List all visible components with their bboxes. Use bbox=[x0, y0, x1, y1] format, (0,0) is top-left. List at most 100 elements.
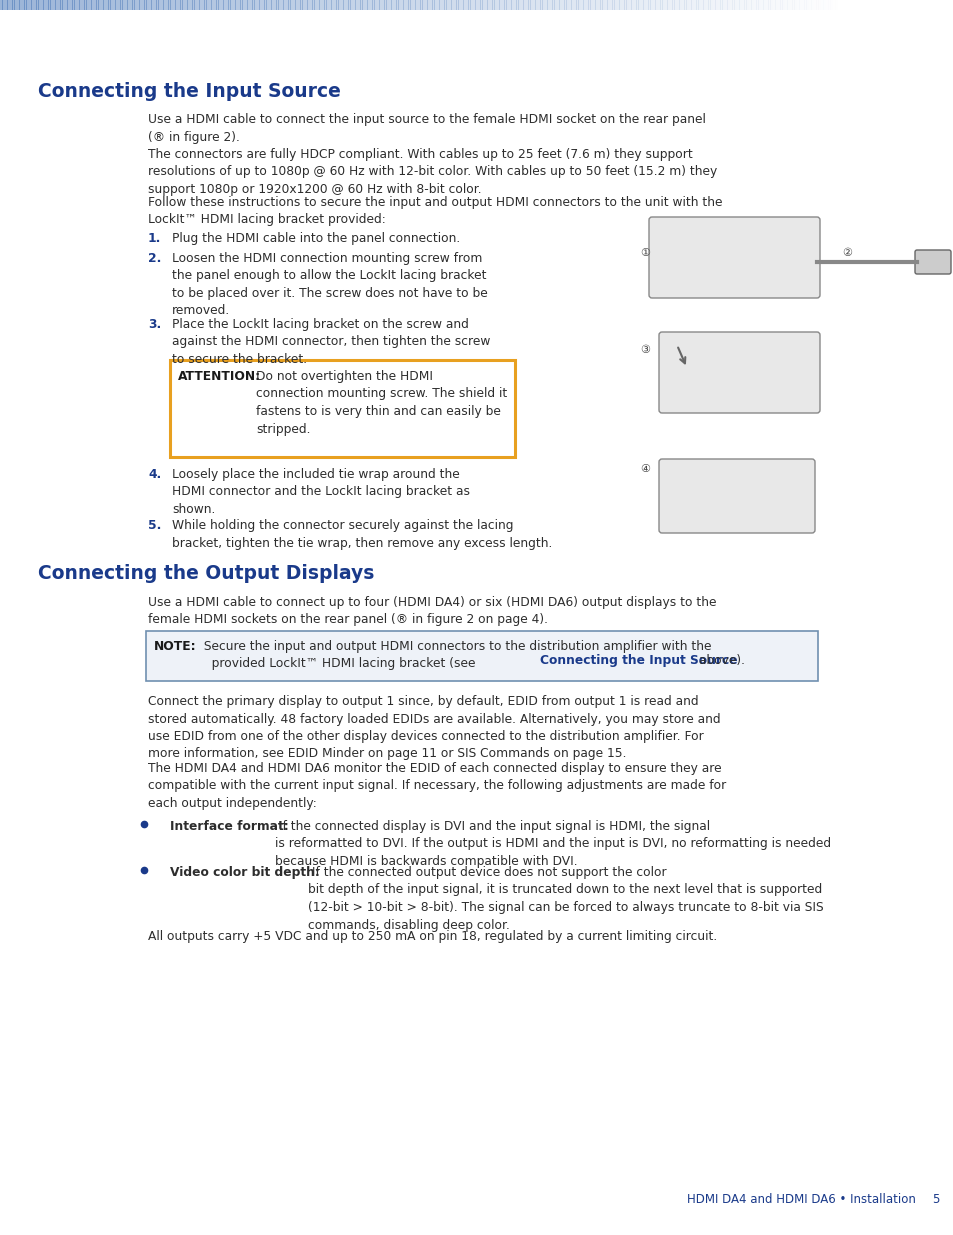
Bar bbox=[77, 0, 80, 10]
Bar bbox=[947, 0, 950, 10]
Bar bbox=[921, 0, 923, 10]
Bar bbox=[539, 0, 542, 10]
Bar bbox=[813, 0, 816, 10]
Bar bbox=[62, 0, 66, 10]
Bar bbox=[832, 0, 835, 10]
Bar bbox=[357, 0, 360, 10]
FancyBboxPatch shape bbox=[914, 249, 950, 274]
Bar bbox=[215, 0, 219, 10]
Bar bbox=[180, 0, 183, 10]
Bar bbox=[650, 0, 653, 10]
Bar bbox=[266, 0, 269, 10]
Bar bbox=[151, 0, 154, 10]
Bar bbox=[0, 0, 3, 10]
Bar bbox=[705, 0, 708, 10]
Bar bbox=[889, 0, 892, 10]
Bar bbox=[789, 0, 792, 10]
Bar bbox=[477, 0, 480, 10]
Bar bbox=[544, 0, 547, 10]
Bar bbox=[419, 0, 422, 10]
Bar bbox=[36, 0, 39, 10]
Bar bbox=[316, 0, 319, 10]
Bar bbox=[820, 0, 823, 10]
Bar bbox=[834, 0, 838, 10]
Bar bbox=[271, 0, 274, 10]
Bar bbox=[48, 0, 51, 10]
Bar bbox=[582, 0, 585, 10]
Text: The HDMI DA4 and HDMI DA6 monitor the EDID of each connected display to ensure t: The HDMI DA4 and HDMI DA6 monitor the ED… bbox=[148, 762, 725, 810]
Bar bbox=[549, 0, 552, 10]
Bar bbox=[187, 0, 190, 10]
Bar bbox=[844, 0, 847, 10]
Bar bbox=[841, 0, 844, 10]
Bar bbox=[655, 0, 658, 10]
Text: Follow these instructions to secure the input and output HDMI connectors to the : Follow these instructions to secure the … bbox=[148, 196, 721, 226]
Bar bbox=[378, 0, 382, 10]
Bar bbox=[415, 0, 417, 10]
Bar bbox=[269, 0, 272, 10]
Bar bbox=[400, 0, 403, 10]
Bar bbox=[329, 0, 332, 10]
Bar bbox=[436, 0, 439, 10]
Bar bbox=[669, 0, 672, 10]
FancyBboxPatch shape bbox=[659, 332, 820, 412]
Bar bbox=[892, 0, 895, 10]
Bar bbox=[247, 0, 250, 10]
Bar bbox=[177, 0, 180, 10]
Bar bbox=[824, 0, 828, 10]
Bar bbox=[149, 0, 152, 10]
Bar bbox=[343, 0, 346, 10]
Bar bbox=[532, 0, 536, 10]
Bar bbox=[767, 0, 770, 10]
Bar bbox=[10, 0, 12, 10]
Bar bbox=[223, 0, 226, 10]
Bar bbox=[698, 0, 700, 10]
Text: NOTE:: NOTE: bbox=[153, 640, 196, 653]
Bar bbox=[233, 0, 235, 10]
Bar bbox=[374, 0, 377, 10]
Bar bbox=[256, 0, 259, 10]
Bar bbox=[14, 0, 17, 10]
Bar bbox=[290, 0, 294, 10]
Bar bbox=[801, 0, 803, 10]
Bar bbox=[89, 0, 91, 10]
Bar bbox=[112, 0, 115, 10]
Bar bbox=[884, 0, 887, 10]
Bar bbox=[468, 0, 471, 10]
Text: Connecting the Input Source: Connecting the Input Source bbox=[38, 82, 340, 101]
Bar bbox=[372, 0, 375, 10]
Bar bbox=[33, 0, 36, 10]
Text: ③: ③ bbox=[639, 345, 649, 354]
Bar bbox=[17, 0, 20, 10]
Bar bbox=[98, 0, 101, 10]
Bar bbox=[902, 0, 904, 10]
Bar bbox=[136, 0, 140, 10]
Bar bbox=[348, 0, 351, 10]
Bar bbox=[441, 0, 444, 10]
Bar bbox=[55, 0, 58, 10]
Bar bbox=[520, 0, 523, 10]
Bar bbox=[46, 0, 49, 10]
Bar bbox=[829, 0, 833, 10]
Bar bbox=[585, 0, 588, 10]
Bar bbox=[604, 0, 607, 10]
Bar bbox=[65, 0, 68, 10]
Bar bbox=[302, 0, 305, 10]
Bar bbox=[781, 0, 784, 10]
Bar bbox=[873, 0, 876, 10]
Bar bbox=[252, 0, 254, 10]
Bar bbox=[840, 0, 842, 10]
Bar bbox=[601, 0, 605, 10]
Bar bbox=[576, 0, 578, 10]
Bar bbox=[739, 0, 741, 10]
Bar bbox=[808, 0, 811, 10]
Bar bbox=[944, 0, 947, 10]
Bar bbox=[355, 0, 357, 10]
Text: Connecting the Output Displays: Connecting the Output Displays bbox=[38, 564, 374, 583]
Bar bbox=[122, 0, 125, 10]
Bar bbox=[661, 0, 664, 10]
Bar bbox=[494, 0, 497, 10]
Bar bbox=[130, 0, 132, 10]
Bar bbox=[395, 0, 398, 10]
Bar bbox=[299, 0, 303, 10]
